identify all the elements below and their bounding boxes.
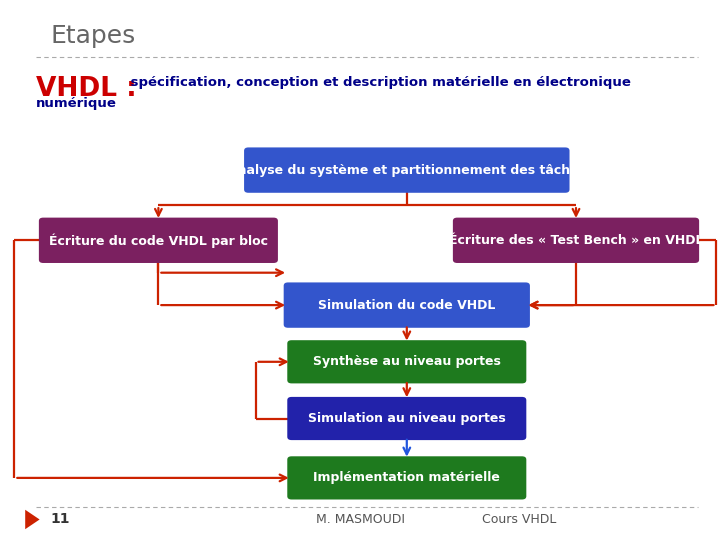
Text: Écriture des « Test Bench » en VHDL: Écriture des « Test Bench » en VHDL (449, 234, 703, 247)
Text: numérique: numérique (36, 97, 117, 110)
Text: M. MASMOUDI: M. MASMOUDI (315, 513, 405, 526)
FancyBboxPatch shape (39, 218, 278, 263)
Polygon shape (25, 510, 40, 529)
Text: Etapes: Etapes (50, 24, 135, 48)
Text: Simulation du code VHDL: Simulation du code VHDL (318, 299, 495, 312)
Text: Implémentation matérielle: Implémentation matérielle (313, 471, 500, 484)
Text: 11: 11 (50, 512, 70, 526)
Text: Simulation au niveau portes: Simulation au niveau portes (308, 412, 505, 425)
Text: Écriture du code VHDL par bloc: Écriture du code VHDL par bloc (49, 233, 268, 247)
Text: Analyse du système et partitionnement des tâches: Analyse du système et partitionnement de… (228, 164, 586, 177)
FancyBboxPatch shape (287, 340, 526, 383)
Text: VHDL :: VHDL : (36, 76, 137, 102)
FancyBboxPatch shape (284, 282, 530, 328)
FancyBboxPatch shape (287, 397, 526, 440)
Text: spécification, conception et description matérielle en électronique: spécification, conception et description… (126, 76, 631, 89)
FancyBboxPatch shape (287, 456, 526, 500)
Text: Cours VHDL: Cours VHDL (482, 513, 557, 526)
Text: Synthèse au niveau portes: Synthèse au niveau portes (313, 355, 500, 368)
FancyBboxPatch shape (244, 147, 570, 193)
FancyBboxPatch shape (453, 218, 699, 263)
